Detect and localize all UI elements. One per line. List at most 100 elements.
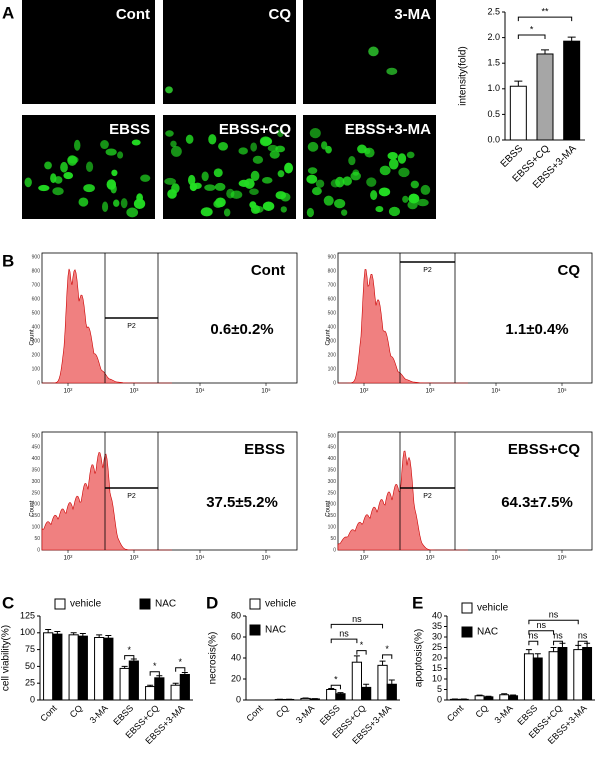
cell — [388, 206, 400, 217]
panel-label: B — [2, 251, 14, 270]
y-tick-label: 300 — [32, 338, 41, 344]
y-tick-label: 400 — [32, 324, 41, 330]
cell — [375, 206, 384, 213]
bar — [326, 689, 337, 701]
histogram — [337, 450, 468, 551]
y-tick-label: 80 — [231, 610, 241, 620]
legend-swatch — [249, 598, 261, 610]
bar — [573, 649, 584, 701]
panel-label: E — [412, 593, 423, 612]
y-tick-label: 250 — [32, 490, 41, 496]
y-tick-label: 25 — [432, 642, 442, 652]
cell — [226, 188, 235, 199]
cell — [249, 188, 259, 195]
significance-bracket — [553, 640, 563, 646]
error-bar — [501, 693, 508, 695]
cell — [315, 179, 325, 188]
significance-label: ns — [549, 610, 559, 620]
y-tick-label: 300 — [328, 338, 337, 344]
error-bar — [485, 695, 492, 697]
flow-percent: 37.5±5.2% — [206, 494, 278, 511]
bar — [52, 633, 63, 701]
significance-bracket — [577, 640, 588, 646]
cell — [106, 179, 117, 190]
error-bar — [353, 655, 360, 663]
cell — [105, 148, 117, 156]
cell — [306, 207, 315, 218]
cell — [341, 209, 348, 216]
error-bar — [156, 675, 163, 678]
y-axis-label: intensity(fold) — [458, 46, 469, 105]
bar — [458, 698, 469, 701]
error-bar — [510, 694, 517, 696]
y-tick-label: 700 — [32, 282, 41, 288]
y-axis-label: cell viability(%) — [1, 625, 12, 691]
error-bar — [541, 49, 549, 54]
x-tick-label: 10⁵ — [557, 388, 567, 395]
y-tick-label: 900 — [32, 254, 41, 260]
error-bar — [96, 634, 103, 638]
gate-label: P2 — [423, 267, 432, 274]
cell — [406, 151, 415, 159]
x-tick-label: 10⁴ — [195, 555, 205, 562]
y-tick-label: 40 — [432, 610, 442, 620]
y-tick-label: 100 — [32, 366, 41, 372]
legend-swatch — [461, 602, 473, 614]
x-tick-label: 10⁴ — [491, 388, 501, 395]
y-tick-label: 15 — [432, 663, 442, 673]
y-tick-label: 350 — [32, 468, 41, 474]
error-bar — [388, 679, 395, 685]
y-tick-label: 1.0 — [487, 83, 500, 93]
cell — [67, 155, 78, 166]
cell — [262, 201, 275, 211]
bar — [119, 667, 130, 701]
y-tick-label: 200 — [32, 352, 41, 358]
cell — [208, 134, 217, 145]
significance-label: * — [360, 640, 364, 650]
cell — [113, 199, 120, 207]
bar — [351, 661, 363, 701]
cell — [311, 187, 322, 196]
y-tick-label: 10 — [432, 673, 442, 683]
micrograph-label: 3-MA — [394, 6, 431, 23]
bar — [563, 40, 581, 141]
y-tick-label: 0 — [37, 380, 40, 386]
y-tick-label: 0 — [37, 547, 40, 553]
y-tick-label: 0 — [30, 694, 35, 704]
flow-label: CQ — [558, 262, 581, 279]
x-tick-label: 10³ — [130, 389, 139, 395]
y-tick-label: 450 — [328, 445, 337, 451]
y-tick-label: 200 — [328, 352, 337, 358]
y-tick-label: 50 — [330, 536, 336, 542]
cell — [269, 150, 280, 159]
significance-label: * — [153, 661, 157, 671]
cell — [60, 161, 68, 173]
bar — [68, 634, 79, 701]
histogram — [338, 269, 468, 384]
bar — [145, 686, 156, 701]
y-axis-label: Count — [30, 329, 36, 345]
bar — [335, 693, 346, 701]
panel-label: D — [206, 593, 218, 612]
error-bar — [79, 632, 86, 637]
legend-swatch — [461, 626, 473, 638]
cell — [407, 200, 418, 210]
cell — [102, 201, 109, 213]
significance-bracket — [528, 630, 555, 635]
y-axis-label: necrosis(%) — [208, 632, 219, 685]
significance-label: * — [127, 645, 131, 655]
gate-label: P2 — [127, 323, 136, 330]
y-tick-label: 125 — [20, 610, 35, 620]
y-tick-label: 350 — [328, 468, 337, 474]
y-tick-label: 2.0 — [487, 32, 500, 42]
cell — [357, 144, 367, 154]
x-tick-label: 10² — [64, 556, 73, 562]
cell — [410, 193, 418, 203]
x-tick-label: EBSS — [111, 703, 135, 727]
cell — [306, 174, 318, 184]
y-tick-label: 500 — [328, 310, 337, 316]
y-tick-label: 100 — [20, 627, 35, 637]
error-bar — [105, 634, 112, 639]
y-tick-label: 35 — [432, 621, 442, 631]
cell — [309, 127, 321, 139]
